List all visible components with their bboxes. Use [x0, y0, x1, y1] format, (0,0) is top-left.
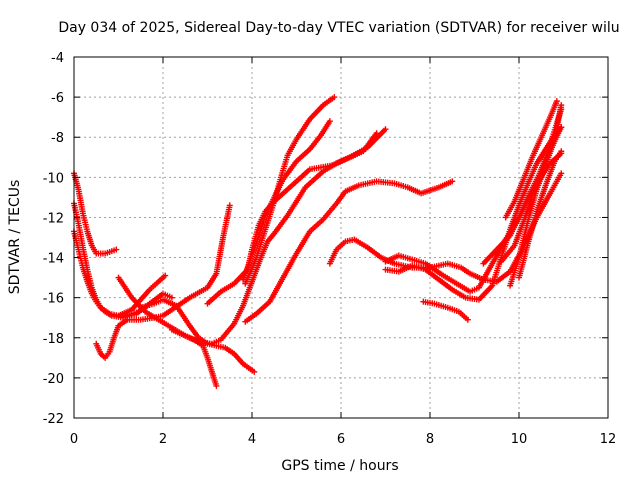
data-point: [226, 202, 233, 209]
data-point: [213, 382, 220, 389]
y-tick-label: -18: [43, 332, 64, 347]
series-a19: [516, 148, 565, 281]
series-a6: [115, 272, 169, 319]
series-a16: [420, 298, 471, 323]
series-a1: [71, 170, 120, 257]
series-a12: [242, 178, 456, 325]
series-a4: [93, 202, 233, 361]
series-a8: [168, 126, 389, 347]
data-point: [251, 368, 258, 375]
series-a9: [204, 130, 380, 307]
y-tick-label: -14: [43, 252, 64, 267]
y-axis-label: SDTVAR / TECUs: [7, 180, 23, 295]
series-a3: [71, 228, 175, 321]
data-point: [113, 246, 120, 253]
y-tick-label: -16: [43, 292, 64, 307]
y-tick-label: -4: [51, 51, 64, 66]
y-tick-label: -6: [51, 91, 64, 106]
x-tick-label: 0: [70, 432, 78, 447]
x-tick-label: 4: [248, 432, 256, 447]
x-tick-label: 8: [426, 432, 434, 447]
data-point: [553, 98, 560, 105]
data-points: [71, 94, 565, 389]
data-point: [373, 130, 380, 137]
series-a15: [382, 124, 565, 303]
data-point: [331, 94, 338, 101]
data-point: [449, 178, 456, 185]
y-tick-label: -10: [43, 171, 64, 186]
series-a11: [242, 94, 338, 287]
data-point: [464, 316, 471, 323]
chart-title: Day 034 of 2025, Sidereal Day-to-day VTE…: [58, 20, 619, 36]
x-tick-label: 6: [337, 432, 345, 447]
data-point: [168, 294, 175, 301]
data-point: [382, 126, 389, 133]
x-tick-label: 12: [600, 432, 617, 447]
data-point: [558, 148, 565, 155]
y-tick-label: -8: [51, 131, 64, 146]
data-point: [558, 124, 565, 131]
series-a21: [502, 98, 560, 221]
y-tick-label: -20: [43, 372, 64, 387]
y-tick-label: -22: [43, 412, 64, 427]
axis-ticks: 0 2 4 6 8 10 12 -22 -20 -18 -16 -14 -12 -10 -8 -6 -4: [43, 51, 617, 447]
x-tick-label: 2: [159, 432, 167, 447]
data-point: [558, 106, 565, 113]
data-point: [162, 272, 169, 279]
series-a20: [498, 106, 565, 265]
x-tick-label: 10: [511, 432, 528, 447]
series-a7: [137, 296, 258, 375]
x-axis-label: GPS time / hours: [281, 458, 398, 474]
y-tick-label: -12: [43, 211, 64, 226]
data-point: [558, 170, 565, 177]
data-point: [326, 118, 333, 125]
